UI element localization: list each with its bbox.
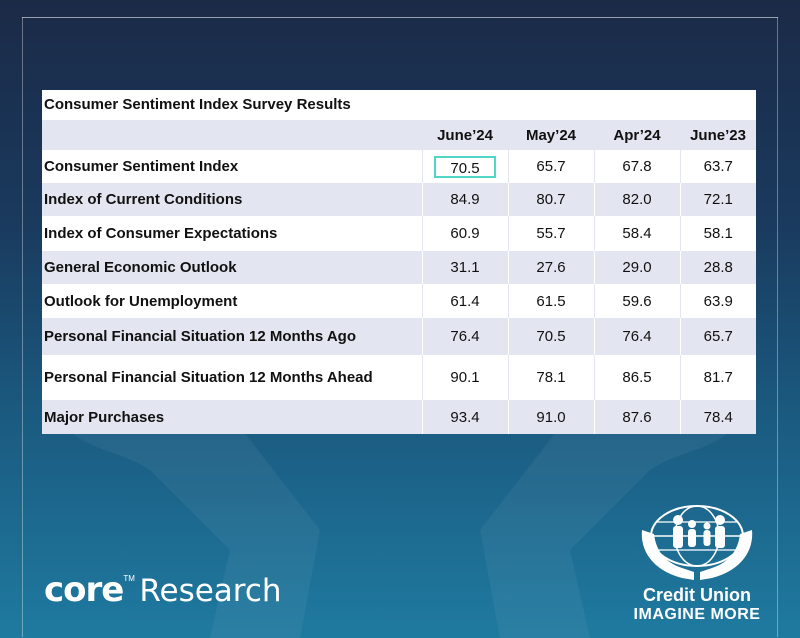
table-cell: 27.6: [507, 251, 594, 284]
table-row: Major Purchases 93.4 91.0 87.6 78.4: [42, 400, 756, 434]
frame-top-line: [22, 17, 778, 18]
table-cell: 63.9: [679, 284, 756, 318]
frame-right-line: [777, 17, 778, 637]
core-logo-word: core: [44, 570, 124, 610]
table-cell: 61.5: [507, 284, 594, 318]
table-cell: 81.7: [679, 355, 756, 400]
table-row: Index of Current Conditions 84.9 80.7 82.0 7…: [42, 183, 756, 216]
table-cell: 82.0: [593, 183, 680, 216]
highlighted-cell-value: 70.5: [434, 155, 496, 178]
table-cell: 78.4: [679, 400, 756, 434]
table-row: Index of Consumer Expectations 60.9 55.7 58…: [42, 216, 756, 251]
table-cell: 91.0: [507, 400, 594, 434]
core-research-logo: coreTM Research: [44, 570, 282, 610]
table-cell: 86.5: [593, 355, 680, 400]
credit-union-logo: Credit Union IMAGINE MORE: [612, 500, 782, 630]
table-row: Personal Financial Situation 12 Months A…: [42, 355, 756, 400]
table-cell: 59.6: [593, 284, 680, 318]
table-cell: 65.7: [507, 150, 594, 183]
table-cell: 70.5: [421, 150, 508, 183]
sentiment-table: June’24 May’24 Apr’24 June’23 Consumer S…: [42, 120, 756, 434]
column-header: June’23: [680, 120, 756, 150]
table-cell: 72.1: [679, 183, 756, 216]
credit-union-name: Credit Union: [643, 585, 751, 605]
core-logo-research: Research: [139, 573, 282, 609]
table-cell: 28.8: [679, 251, 756, 284]
table-cell: 58.1: [679, 216, 756, 251]
column-header: June’24: [422, 120, 508, 150]
row-label: General Economic Outlook: [42, 251, 422, 284]
row-label: Index of Consumer Expectations: [42, 216, 422, 251]
row-label: Major Purchases: [42, 400, 422, 434]
table-cell: 58.4: [593, 216, 680, 251]
table-cell: 76.4: [421, 318, 508, 355]
header-label-blank: [42, 120, 422, 150]
core-logo-trademark: TM: [123, 574, 135, 583]
row-label: Consumer Sentiment Index: [42, 150, 422, 183]
table-cell: 29.0: [593, 251, 680, 284]
row-label: Index of Current Conditions: [42, 183, 422, 216]
table-row: Outlook for Unemployment 61.4 61.5 59.6 63.9: [42, 284, 756, 318]
column-header: Apr’24: [594, 120, 680, 150]
table-cell: 87.6: [593, 400, 680, 434]
table-row: General Economic Outlook 31.1 27.6 29.0 28.8: [42, 251, 756, 284]
table-cell: 31.1: [421, 251, 508, 284]
table-title: Consumer Sentiment Index Survey Results: [44, 96, 351, 113]
table-cell: 84.9: [421, 183, 508, 216]
table-cell: 70.5: [507, 318, 594, 355]
column-header: May’24: [508, 120, 594, 150]
row-label: Personal Financial Situation 12 Months A…: [42, 355, 422, 400]
table-cell: 80.7: [507, 183, 594, 216]
table-cell: 76.4: [593, 318, 680, 355]
row-label: Outlook for Unemployment: [42, 284, 422, 318]
table-header-row: June’24 May’24 Apr’24 June’23: [42, 120, 756, 150]
row-label: Personal Financial Situation 12 Months A…: [42, 318, 422, 355]
table-cell: 67.8: [593, 150, 680, 183]
table-cell: 60.9: [421, 216, 508, 251]
table-cell: 90.1: [421, 355, 508, 400]
credit-union-tagline: IMAGINE MORE: [633, 606, 761, 623]
frame-left-line: [22, 17, 23, 637]
table-cell: 93.4: [421, 400, 508, 434]
sentiment-table-panel: Consumer Sentiment Index Survey Results …: [42, 90, 756, 434]
table-cell: 55.7: [507, 216, 594, 251]
table-row: Consumer Sentiment Index 70.5 65.7 67.8 63.7: [42, 150, 756, 183]
table-cell: 65.7: [679, 318, 756, 355]
table-row: Personal Financial Situation 12 Months A…: [42, 318, 756, 355]
table-cell: 63.7: [679, 150, 756, 183]
hands-globe-family-icon: [641, 505, 753, 580]
table-cell: 61.4: [421, 284, 508, 318]
table-cell: 78.1: [507, 355, 594, 400]
